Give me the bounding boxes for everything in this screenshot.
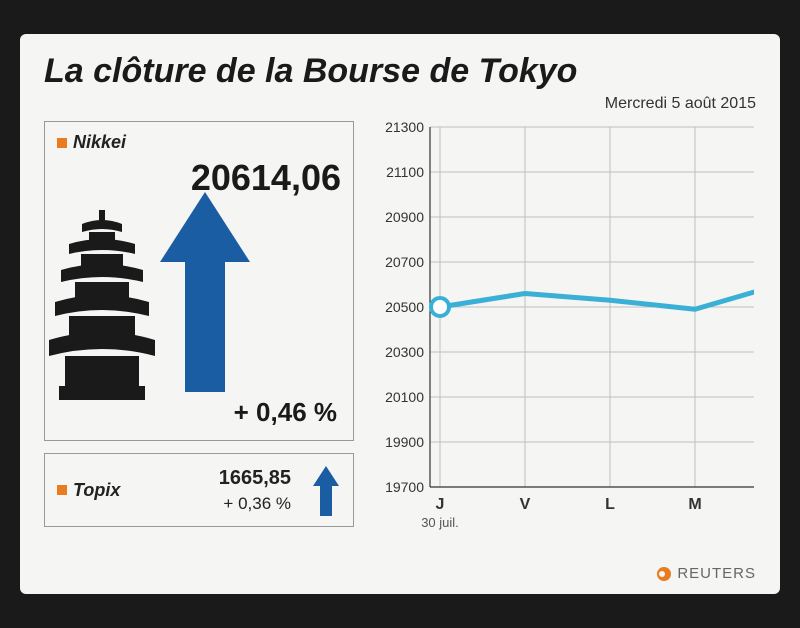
- date-label: Mercredi 5 août 2015: [44, 95, 756, 113]
- left-column: Nikkei 20614,06: [44, 121, 354, 531]
- infographic-card: La clôture de la Bourse de Tokyo Mercred…: [20, 34, 780, 594]
- svg-text:19900: 19900: [385, 434, 424, 450]
- svg-text:30 juil.: 30 juil.: [421, 515, 459, 530]
- topix-value: 1665,85: [219, 467, 291, 490]
- svg-text:L: L: [605, 496, 615, 513]
- svg-text:20300: 20300: [385, 344, 424, 360]
- nikkei-marker-icon: [57, 138, 67, 148]
- source-footer: REUTERS: [657, 565, 756, 582]
- topix-values: 1665,85 + 0,36 %: [219, 467, 291, 514]
- svg-text:20700: 20700: [385, 254, 424, 270]
- topix-change: + 0,36 %: [219, 494, 291, 514]
- svg-text:20100: 20100: [385, 389, 424, 405]
- svg-text:M: M: [688, 496, 701, 513]
- nikkei-change: + 0,46 %: [234, 397, 337, 428]
- svg-text:20500: 20500: [385, 299, 424, 315]
- up-arrow-icon: [155, 192, 255, 392]
- reuters-logo-icon: [657, 567, 671, 581]
- nikkei-label-row: Nikkei: [57, 132, 341, 153]
- svg-text:20900: 20900: [385, 209, 424, 225]
- svg-text:V: V: [520, 496, 531, 513]
- topix-arrow-icon: [311, 466, 341, 516]
- svg-text:21100: 21100: [386, 164, 424, 180]
- page-title: La clôture de la Bourse de Tokyo: [44, 52, 756, 91]
- line-chart: 19700 19900 20100 20300 20500 20700 20900 21100…: [374, 121, 756, 531]
- svg-text:J: J: [436, 496, 445, 513]
- chart-svg: 19700 19900 20100 20300 20500 20700 20900 21100…: [374, 121, 754, 541]
- topix-marker-icon: [57, 485, 67, 495]
- topix-panel: Topix 1665,85 + 0,36 %: [44, 453, 354, 527]
- svg-text:21300: 21300: [385, 121, 424, 135]
- pagoda-icon: [47, 210, 157, 400]
- svg-text:19700: 19700: [385, 479, 424, 495]
- source-label: REUTERS: [677, 565, 756, 582]
- nikkei-panel: Nikkei 20614,06: [44, 121, 354, 441]
- content-row: Nikkei 20614,06: [44, 121, 756, 531]
- nikkei-label: Nikkei: [73, 132, 126, 153]
- topix-label: Topix: [73, 480, 120, 501]
